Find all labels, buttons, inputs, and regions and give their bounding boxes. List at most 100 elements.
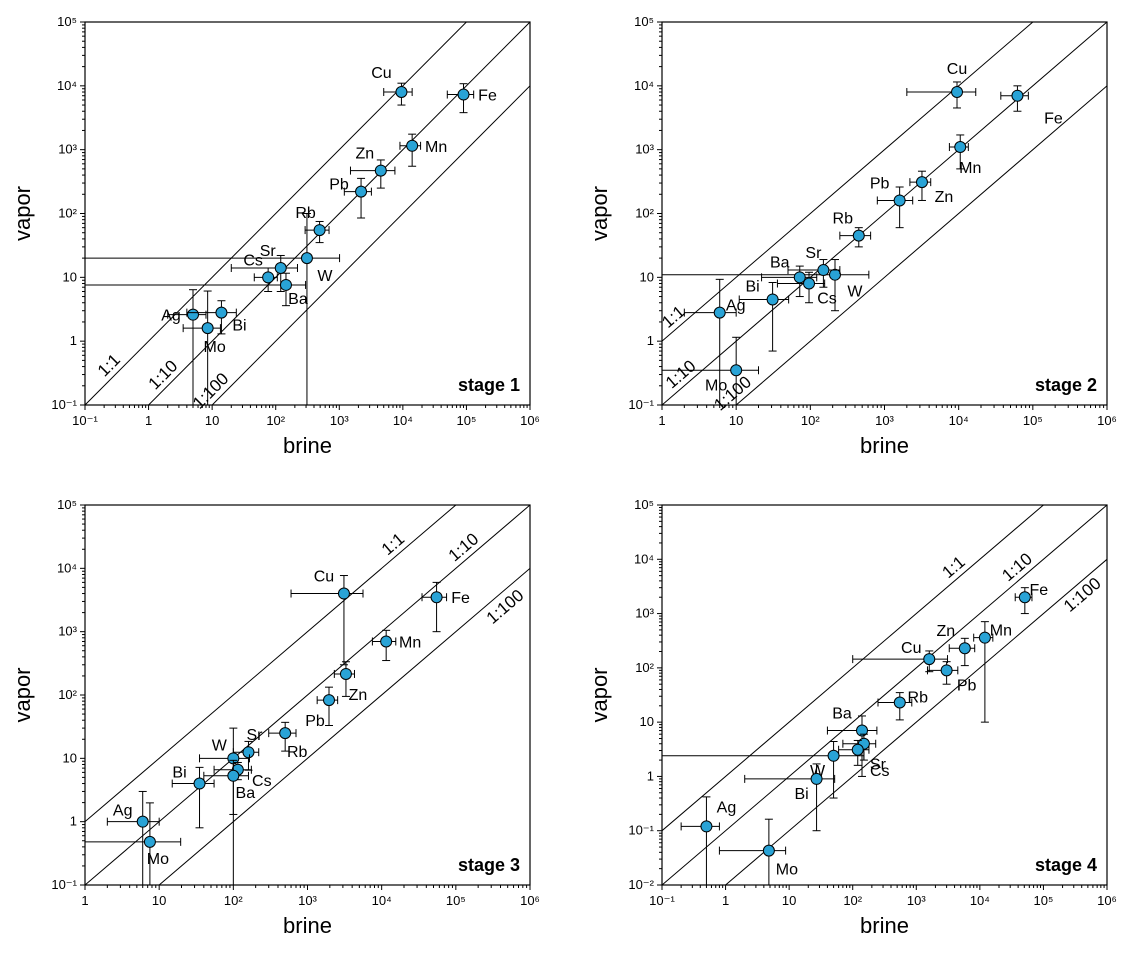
data-point: Ba (826, 706, 878, 777)
y-tick-label: 1 (70, 333, 77, 348)
data-point: Rb (268, 721, 308, 761)
y-tick-label: 10² (58, 206, 77, 221)
point-label: W (317, 268, 333, 285)
x-tick-label: 10² (266, 413, 285, 428)
x-tick-label: 10⁶ (520, 413, 540, 428)
point (242, 746, 255, 759)
ratio-line (662, 505, 1045, 832)
point-label: Fe (451, 590, 470, 607)
ratio-label: 1:1 (658, 302, 688, 332)
data-point: Cu (371, 65, 413, 106)
point-label: Sr (805, 245, 822, 262)
point (828, 268, 841, 281)
x-tick-label: 10⁵ (1033, 893, 1053, 908)
x-tick-label: 1 (81, 893, 88, 908)
x-tick-label: 10 (782, 893, 796, 908)
data-point: Fe (1000, 85, 1063, 128)
y-tick-label: 10⁵ (57, 497, 77, 512)
data-point: Rb (295, 205, 330, 244)
data-point: Pb (329, 177, 372, 219)
point (1018, 591, 1031, 604)
point-label: Cs (817, 291, 837, 308)
point-label: Pb (870, 175, 890, 192)
y-tick-label: 10⁻² (628, 877, 654, 892)
point-label: Cu (947, 61, 967, 78)
data-point: Cu (906, 61, 977, 109)
point (395, 86, 408, 99)
ratio-line (735, 85, 1107, 405)
y-tick-label: 10 (640, 714, 654, 729)
point (958, 642, 971, 655)
x-tick-label: 10² (843, 893, 862, 908)
point (817, 264, 830, 277)
x-tick-label: 10⁴ (970, 893, 990, 908)
ratio-label: 1:1 (94, 350, 124, 380)
ratio-label: 1:10 (998, 549, 1036, 585)
data-point: Sr (842, 733, 887, 774)
point-label: Fe (1044, 111, 1063, 128)
y-axis-title: vapor (587, 667, 612, 722)
ratio-line (662, 22, 1034, 342)
data-point: Sr (787, 245, 841, 288)
y-tick-label: 10⁻¹ (51, 397, 77, 412)
x-tick-label: 10 (152, 893, 166, 908)
y-tick-label: 1 (647, 333, 654, 348)
data-point: Ag (106, 790, 160, 886)
y-axis-title: vapor (587, 186, 612, 241)
point (227, 769, 240, 782)
y-tick-label: 10 (640, 269, 654, 284)
x-tick-label: 1 (722, 893, 729, 908)
point-label: Sr (870, 757, 887, 774)
ratio-line (211, 85, 530, 405)
x-tick-label: 10³ (330, 413, 349, 428)
ratio-label: 1:1 (938, 552, 968, 582)
data-point: Ag (680, 796, 737, 886)
point-label: Bi (172, 765, 186, 782)
x-tick-label: 1 (658, 413, 665, 428)
y-axis-title: vapor (10, 667, 35, 722)
data-point: Zn (936, 623, 976, 667)
y-tick-label: 10³ (635, 142, 654, 157)
point-label: Zn (935, 189, 954, 206)
x-tick-label: 10³ (298, 893, 317, 908)
data-point: Ag (683, 278, 746, 406)
y-tick-label: 10⁻¹ (628, 823, 654, 838)
data-point: Cs (776, 271, 837, 308)
point-label: W (847, 284, 863, 301)
y-tick-label: 10³ (58, 624, 77, 639)
data-point: Bi (744, 763, 836, 832)
y-tick-label: 10² (635, 660, 654, 675)
y-tick-label: 10⁴ (57, 78, 77, 93)
point (793, 271, 806, 284)
point (313, 224, 326, 237)
point (374, 164, 387, 177)
data-point: Fe (1014, 582, 1048, 615)
point-label: Cs (870, 763, 890, 780)
point-label: Mn (990, 623, 1012, 640)
point (827, 749, 840, 762)
point (279, 278, 292, 291)
ratio-label: 1:10 (445, 529, 483, 565)
data-point: Cu (852, 640, 949, 673)
point (810, 772, 823, 785)
data-point: Ba (203, 759, 255, 815)
x-tick-label: 10 (729, 413, 743, 428)
point-label: Ag (717, 799, 737, 816)
y-axis-title: vapor (10, 186, 35, 241)
x-tick-label: 10⁶ (1097, 893, 1117, 908)
ratio-label: 1:10 (662, 356, 699, 392)
point-label: Fe (478, 88, 497, 105)
ratio-label: 1:100 (483, 586, 528, 628)
x-tick-label: 10⁵ (456, 413, 476, 428)
data-point: Ag (161, 289, 207, 406)
point-label: Ba (288, 291, 308, 308)
y-tick-label: 10⁻¹ (628, 397, 654, 412)
y-tick-label: 10⁴ (634, 551, 654, 566)
point-label: Rb (908, 690, 929, 707)
point (193, 777, 206, 790)
point (380, 635, 393, 648)
point-label: Cu (371, 65, 391, 82)
x-tick-label: 10⁵ (1023, 413, 1043, 428)
